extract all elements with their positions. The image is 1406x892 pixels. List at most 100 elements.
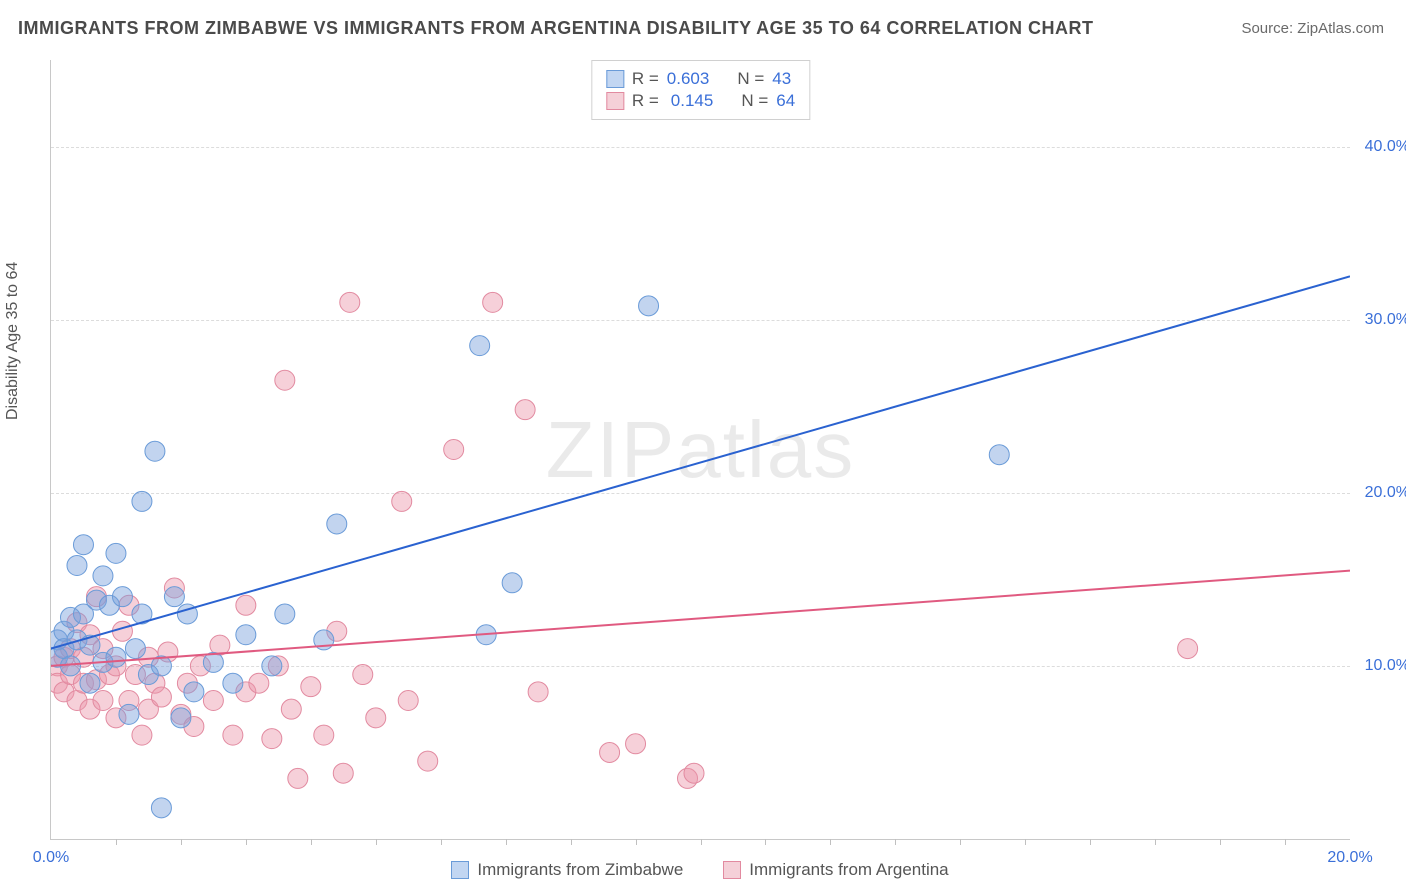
ytick-label: 20.0% [1365,484,1406,502]
scatter-point [418,751,438,771]
r-value-argentina: 0.145 [671,91,714,111]
scatter-point [93,691,113,711]
scatter-point [73,535,93,555]
n-label: N = [741,91,768,111]
y-axis-label: Disability Age 35 to 64 [4,262,22,420]
scatter-point [301,677,321,697]
xtick-mark [960,839,961,845]
scatter-point [989,445,1009,465]
xtick-mark [506,839,507,845]
scatter-point [132,491,152,511]
ytick-label: 10.0% [1365,657,1406,675]
trend-line [51,276,1350,648]
scatter-point [112,587,132,607]
r-value-zimbabwe: 0.603 [667,69,710,89]
scatter-point [145,441,165,461]
legend-swatch-zimbabwe [606,70,624,88]
xtick-mark [1285,839,1286,845]
scatter-point [236,595,256,615]
xtick-mark [571,839,572,845]
scatter-point [184,682,204,702]
scatter-point [106,647,126,667]
scatter-point [119,704,139,724]
bottom-legend: Immigrants from Zimbabwe Immigrants from… [50,860,1350,880]
scatter-point [67,555,87,575]
source-label: Source: ZipAtlas.com [1241,20,1384,37]
scatter-point [151,798,171,818]
xtick-mark [1025,839,1026,845]
scatter-point [151,687,171,707]
legend-label-argentina: Immigrants from Argentina [749,860,948,880]
scatter-point [327,514,347,534]
scatter-point [203,691,223,711]
scatter-point [125,639,145,659]
n-label: N = [737,69,764,89]
xtick-mark [311,839,312,845]
xtick-mark [441,839,442,845]
scatter-point [314,725,334,745]
scatter-point [93,566,113,586]
scatter-point [366,708,386,728]
stats-legend-row-argentina: R = 0.145 N = 64 [606,91,795,111]
legend-swatch-argentina [723,861,741,879]
legend-item-argentina: Immigrants from Argentina [723,860,948,880]
scatter-point [353,665,373,685]
stats-legend-row-zimbabwe: R = 0.603 N = 43 [606,69,795,89]
xtick-mark [830,839,831,845]
scatter-point [684,763,704,783]
ytick-label: 40.0% [1365,138,1406,156]
scatter-point [223,673,243,693]
scatter-point [1178,639,1198,659]
scatter-point [249,673,269,693]
ytick-label: 30.0% [1365,311,1406,329]
scatter-point [340,292,360,312]
scatter-point [275,370,295,390]
scatter-point [528,682,548,702]
scatter-point [236,625,256,645]
xtick-mark [765,839,766,845]
r-label: R = [632,69,659,89]
scatter-point [392,491,412,511]
scatter-point [132,725,152,745]
scatter-point [600,742,620,762]
scatter-point [171,708,191,728]
scatter-point [288,768,308,788]
scatter-point [223,725,243,745]
scatter-point [333,763,353,783]
trend-line [51,571,1350,666]
scatter-point [444,440,464,460]
legend-swatch-argentina [606,92,624,110]
plot-area: ZIPatlas R = 0.603 N = 43 R = 0.145 N = … [50,60,1350,840]
legend-item-zimbabwe: Immigrants from Zimbabwe [451,860,683,880]
n-value-argentina: 64 [776,91,795,111]
xtick-mark [701,839,702,845]
xtick-mark [1155,839,1156,845]
xtick-mark [376,839,377,845]
scatter-point [398,691,418,711]
scatter-point [515,400,535,420]
legend-swatch-zimbabwe [451,861,469,879]
scatter-point [112,621,132,641]
scatter-point [262,729,282,749]
r-label: R = [632,91,659,111]
xtick-mark [1220,839,1221,845]
legend-label-zimbabwe: Immigrants from Zimbabwe [477,860,683,880]
xtick-mark [246,839,247,845]
scatter-point [626,734,646,754]
scatter-point [106,543,126,563]
xtick-mark [181,839,182,845]
xtick-mark [895,839,896,845]
scatter-point [164,587,184,607]
scatter-point [281,699,301,719]
scatter-point [80,673,100,693]
scatter-point [470,336,490,356]
scatter-point [275,604,295,624]
chart-svg [51,60,1350,839]
xtick-mark [636,839,637,845]
stats-legend: R = 0.603 N = 43 R = 0.145 N = 64 [591,60,810,120]
n-value-zimbabwe: 43 [772,69,791,89]
scatter-point [502,573,522,593]
scatter-point [639,296,659,316]
scatter-point [262,656,282,676]
xtick-mark [1090,839,1091,845]
